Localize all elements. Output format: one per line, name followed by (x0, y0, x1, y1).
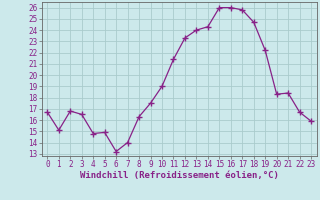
X-axis label: Windchill (Refroidissement éolien,°C): Windchill (Refroidissement éolien,°C) (80, 171, 279, 180)
